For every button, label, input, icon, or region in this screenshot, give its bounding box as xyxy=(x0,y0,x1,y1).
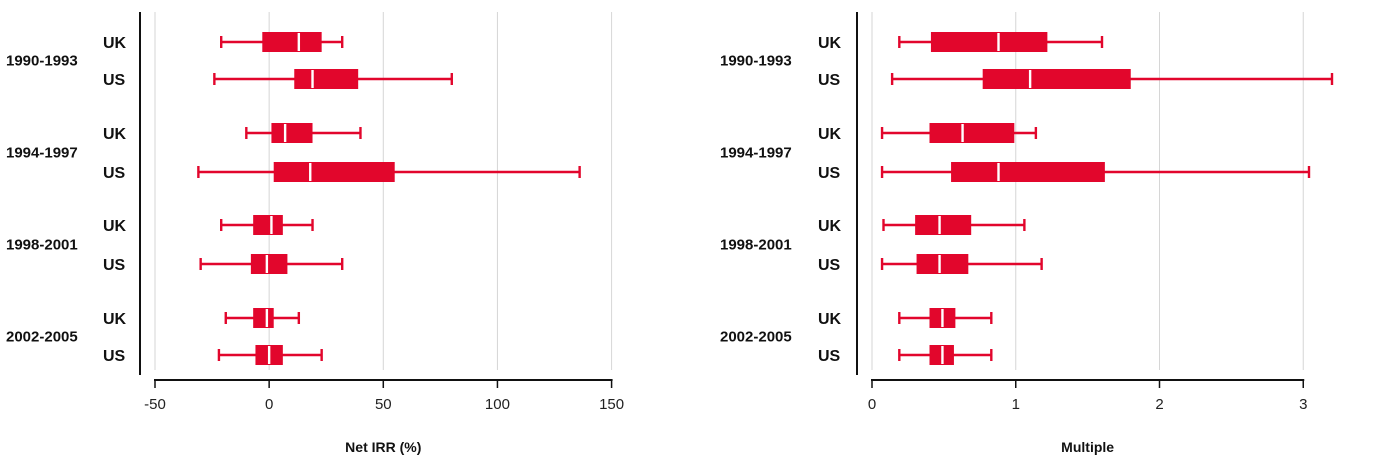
irr-series-label-2-0: UK xyxy=(103,218,127,235)
multiple-box-3-0 xyxy=(898,308,993,328)
irr-period-label-0: 1990-1993 xyxy=(6,53,78,70)
irr-series-label-1-1: US xyxy=(103,165,126,182)
irr-box-0-1-iqr xyxy=(294,69,359,89)
irr-box-0-1 xyxy=(213,69,453,89)
irr-series-label-3-1: US xyxy=(103,348,126,365)
multiple-box-1-0-iqr xyxy=(929,123,1015,143)
irr-box-3-0 xyxy=(224,308,301,328)
irr-series-label-2-1: US xyxy=(103,257,126,274)
multiple-box-2-1 xyxy=(880,254,1043,274)
multiple-series-label-0-0: UK xyxy=(818,35,842,52)
multiple-x-tick-label-2: 2 xyxy=(1155,396,1163,413)
multiple-box-2-0 xyxy=(882,215,1026,235)
irr-box-1-1 xyxy=(197,162,581,182)
irr-box-2-0-iqr xyxy=(253,215,283,235)
irr-period-label-2: 1998-2001 xyxy=(6,237,78,254)
multiple-box-1-0 xyxy=(880,123,1038,143)
irr-box-2-1 xyxy=(199,254,344,274)
irr-x-axis-label: Net IRR (%) xyxy=(345,439,421,455)
irr-box-3-0-iqr xyxy=(253,308,274,328)
multiple-series-label-3-1: US xyxy=(818,348,841,365)
irr-series-label-3-0: UK xyxy=(103,311,127,328)
irr-box-1-0 xyxy=(245,123,362,143)
irr-period-label-3: 2002-2005 xyxy=(6,329,78,346)
multiple-series-label-0-1: US xyxy=(818,72,841,89)
multiple-box-2-1-iqr xyxy=(916,254,969,274)
irr-box-0-0-iqr xyxy=(262,32,322,52)
multiple-series-label-3-0: UK xyxy=(818,311,842,328)
multiple-box-1-1 xyxy=(880,162,1311,182)
multiple-box-1-1-iqr xyxy=(951,162,1105,182)
irr-x-tick-label-3: 100 xyxy=(485,396,510,413)
multiple-x-axis-label: Multiple xyxy=(1061,439,1114,455)
multiple-box-0-0-iqr xyxy=(930,32,1048,52)
irr-period-label-1: 1994-1997 xyxy=(6,145,78,162)
irr-x-tick-label-2: 50 xyxy=(375,396,392,413)
multiple-box-0-1-iqr xyxy=(982,69,1131,89)
irr-box-1-0-iqr xyxy=(271,123,313,143)
irr-box-3-1 xyxy=(217,345,323,365)
irr-x-tick-label-1: 0 xyxy=(265,396,273,413)
multiple-period-label-1: 1994-1997 xyxy=(720,145,792,162)
multiple-box-2-0-iqr xyxy=(915,215,972,235)
chart-multiple: 0 1 2 3 Multiple 1990-1993 UK US 1994-1997 UK US 19… xyxy=(720,12,1334,455)
multiple-period-label-2: 1998-2001 xyxy=(720,237,792,254)
irr-x-tick-label-4: 150 xyxy=(599,396,624,413)
multiple-box-0-0 xyxy=(898,32,1104,52)
multiple-x-tick-label-3: 3 xyxy=(1299,396,1307,413)
chart-net-irr: -50 0 50 100 150 Net IRR (%) 1990-1993 UK US 1994… xyxy=(6,12,624,455)
irr-series-label-0-1: US xyxy=(103,72,126,89)
multiple-box-3-1 xyxy=(898,345,993,365)
irr-series-label-1-0: UK xyxy=(103,126,127,143)
irr-box-2-0 xyxy=(220,215,314,235)
irr-series-label-0-0: UK xyxy=(103,35,127,52)
multiple-series-label-1-0: UK xyxy=(818,126,842,143)
multiple-period-label-0: 1990-1993 xyxy=(720,53,792,70)
irr-x-tick-label-0: -50 xyxy=(144,396,166,413)
multiple-box-0-1 xyxy=(890,69,1334,89)
multiple-series-label-1-1: US xyxy=(818,165,841,182)
multiple-series-label-2-0: UK xyxy=(818,218,842,235)
multiple-x-tick-label-1: 1 xyxy=(1012,396,1020,413)
irr-box-0-0 xyxy=(220,32,344,52)
irr-box-2-1-iqr xyxy=(250,254,288,274)
multiple-period-label-3: 2002-2005 xyxy=(720,329,792,346)
multiple-x-tick-label-0: 0 xyxy=(868,396,876,413)
irr-box-1-1-iqr xyxy=(273,162,395,182)
multiple-series-label-2-1: US xyxy=(818,257,841,274)
